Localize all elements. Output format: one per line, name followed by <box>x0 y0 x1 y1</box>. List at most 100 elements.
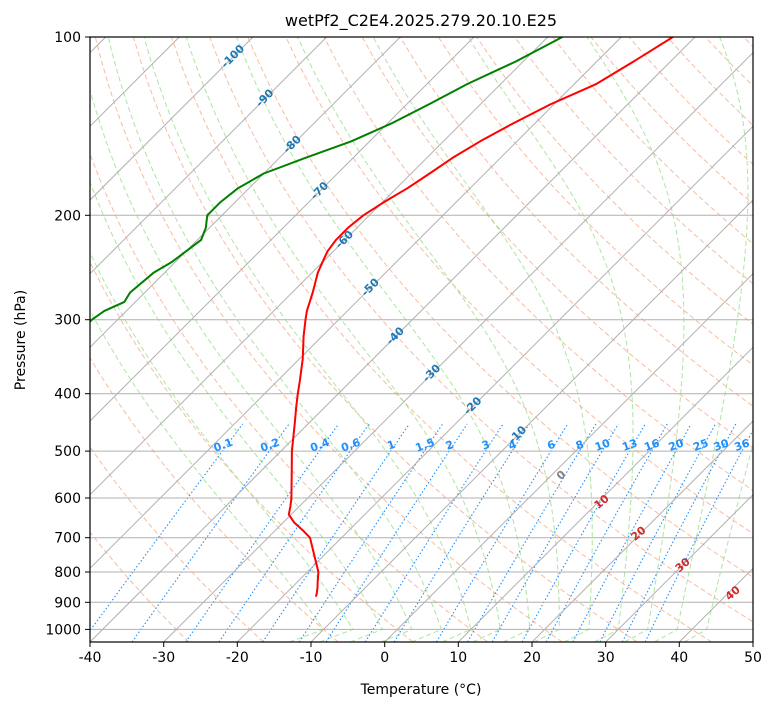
x-tick-label: -10 <box>300 650 323 666</box>
mixing-ratio-line <box>364 423 504 642</box>
dry-adiabat <box>361 37 753 449</box>
mixing-ratio-line <box>325 423 468 642</box>
y-axis-label: Pressure (hPa) <box>13 290 29 390</box>
moist-adiabat <box>185 37 501 642</box>
dry-adiabat <box>90 531 190 642</box>
isotherm-gridline <box>605 493 753 642</box>
y-tick-label: 700 <box>54 531 81 547</box>
isotherm-gridline <box>384 272 753 642</box>
grid-lines <box>90 37 753 630</box>
mixing-ratio-label: 0.2 <box>259 436 282 455</box>
y-tick-label: 400 <box>54 387 81 403</box>
dry-adiabat <box>209 37 753 623</box>
dry-adiabat <box>437 37 753 366</box>
x-tick-label: 40 <box>670 650 688 666</box>
dry-adiabat <box>132 37 638 642</box>
mixing-ratio-line <box>131 423 290 642</box>
mixing-ratio-line <box>599 423 716 642</box>
mixing-ratio-lines <box>90 423 753 642</box>
moist-adiabats <box>90 37 753 642</box>
dry-adiabat <box>171 37 712 642</box>
x-tick-label: 50 <box>744 650 762 666</box>
isotherm-gridline <box>90 37 549 496</box>
y-axis: 100 200 300 400 500 600 700 800 900 1000 <box>45 30 90 638</box>
dry-adiabat <box>323 37 753 491</box>
mixing-ratio-label: 2 <box>444 438 456 453</box>
moist-adiabat <box>467 37 634 642</box>
dry-adiabat <box>247 37 753 578</box>
isotherm-gridline <box>90 37 254 201</box>
y-tick-label: 800 <box>54 565 81 581</box>
moist-adiabat <box>90 180 384 642</box>
mixing-ratio-line <box>621 423 737 642</box>
mixing-ratio-label: 13 <box>620 436 639 453</box>
mixing-ratio-line <box>262 423 410 642</box>
isotherm-gridline <box>457 346 753 642</box>
mixing-ratio-label: 1 <box>385 438 397 453</box>
mixing-ratio-label: 4 <box>507 438 519 453</box>
y-tick-label: 1000 <box>45 622 81 638</box>
moist-adiabat <box>143 37 472 642</box>
dry-adiabat <box>285 37 753 535</box>
x-tick-label: 0 <box>380 650 389 666</box>
profiles <box>90 37 674 597</box>
y-tick-label: 900 <box>54 595 81 611</box>
mixing-ratio-line <box>644 428 753 642</box>
mixing-ratio-label: 10 <box>593 436 612 454</box>
mixing-ratio-label: 8 <box>574 438 586 453</box>
mixing-ratio-line <box>393 423 530 642</box>
x-tick-label: -40 <box>79 650 102 666</box>
isotherm-gridline <box>90 37 401 349</box>
mixing-ratio-label: 1.5 <box>414 436 437 455</box>
moist-adiabat <box>297 37 560 642</box>
moist-adiabat <box>654 37 749 642</box>
mixing-ratio-label: 36 <box>733 436 752 454</box>
moist-adiabat <box>90 88 413 642</box>
skewed-isotherms <box>90 37 753 642</box>
plot-area: 0.1 0.2 0.4 0.6 1 1.5 2 3 4 6 8 10 13 16 20 25 30 36-100-… <box>90 37 753 642</box>
mixing-ratio-label: 0.1 <box>212 436 235 455</box>
isotherm-gridline <box>310 199 753 642</box>
isotherm-gridline <box>90 37 475 422</box>
moist-adiabat <box>372 37 593 642</box>
moist-adiabat <box>684 441 753 642</box>
x-tick-label: 20 <box>523 650 541 666</box>
y-tick-label: 200 <box>54 208 81 224</box>
isotherm-gridline <box>90 37 622 570</box>
mixing-ratio-label: 16 <box>642 436 661 454</box>
mixing-ratio-label: 25 <box>691 436 710 453</box>
plot-frame <box>89 36 754 643</box>
mixing-ratio-line <box>298 423 444 642</box>
mixing-ratio-label: 30 <box>712 436 731 454</box>
dewpoint-profile <box>90 37 563 324</box>
moist-adiabat <box>236 37 531 642</box>
isotherm-gridline <box>90 37 328 275</box>
mixing-ratio-label: 0.6 <box>339 436 362 455</box>
mixing-ratio-label: 20 <box>667 436 686 454</box>
y-tick-label: 600 <box>54 491 81 507</box>
mixing-ratio-label: 0.4 <box>309 436 332 455</box>
x-tick-label: -20 <box>226 650 249 666</box>
y-tick-label: 300 <box>54 313 81 329</box>
isotherm-gridline <box>163 51 753 642</box>
moist-adiabat <box>586 37 685 642</box>
y-tick-label: 100 <box>54 30 81 46</box>
isotherm-gridline <box>531 420 753 642</box>
isotherm-gridline <box>236 125 753 642</box>
mixing-ratio-line <box>467 423 597 642</box>
y-tick-label: 500 <box>54 444 81 460</box>
moist-adiabat <box>107 37 443 642</box>
dry-adiabat <box>94 37 563 642</box>
mixing-ratio-label: 6 <box>545 438 557 453</box>
mixing-ratio-line <box>572 423 692 642</box>
mixing-ratio-line <box>218 423 370 642</box>
dry-adiabat <box>90 356 339 642</box>
temperature-profile <box>287 37 674 597</box>
dry-adiabat <box>399 37 753 407</box>
x-tick-label: 30 <box>597 650 615 666</box>
x-tick-label: 10 <box>449 650 467 666</box>
mixing-ratio-line <box>545 423 668 642</box>
dry-adiabat <box>514 37 753 285</box>
moist-adiabat <box>90 251 354 642</box>
